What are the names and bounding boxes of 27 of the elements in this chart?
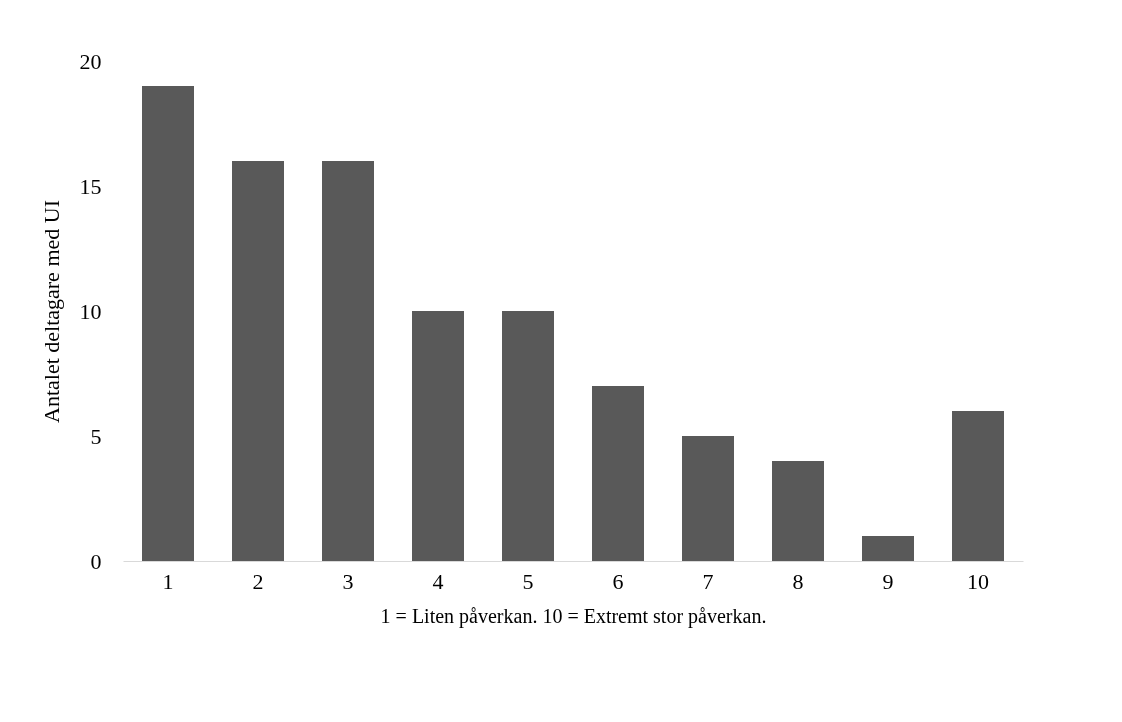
x-tick-label: 7 [702, 568, 714, 594]
bar [592, 386, 644, 561]
bar [232, 161, 284, 561]
y-tick-label: 5 [90, 423, 102, 449]
x-tick-label: 4 [432, 568, 444, 594]
bar [862, 536, 914, 561]
bar [412, 311, 464, 561]
bar [682, 436, 734, 561]
y-tick-label: 0 [90, 548, 102, 574]
y-tick-label: 15 [79, 173, 102, 199]
y-tick-label: 20 [79, 48, 102, 74]
y-tick-label: 10 [79, 298, 102, 324]
y-axis-title: Antalet deltagare med UI [38, 200, 64, 423]
bar [322, 161, 374, 561]
bar [772, 461, 824, 561]
x-tick-label: 9 [882, 568, 894, 594]
x-tick-label: 3 [342, 568, 354, 594]
x-tick-label: 5 [522, 568, 534, 594]
bar [952, 411, 1004, 561]
x-tick-label: 8 [792, 568, 804, 594]
x-tick-label: 10 [967, 568, 989, 594]
x-tick-label: 1 [162, 568, 174, 594]
x-tick-label: 2 [252, 568, 264, 594]
x-tick-label: 6 [612, 568, 624, 594]
x-axis-title: 1 = Liten påverkan. 10 = Extremt stor påverkan. [380, 604, 767, 628]
bar [142, 86, 194, 561]
bar [502, 311, 554, 561]
